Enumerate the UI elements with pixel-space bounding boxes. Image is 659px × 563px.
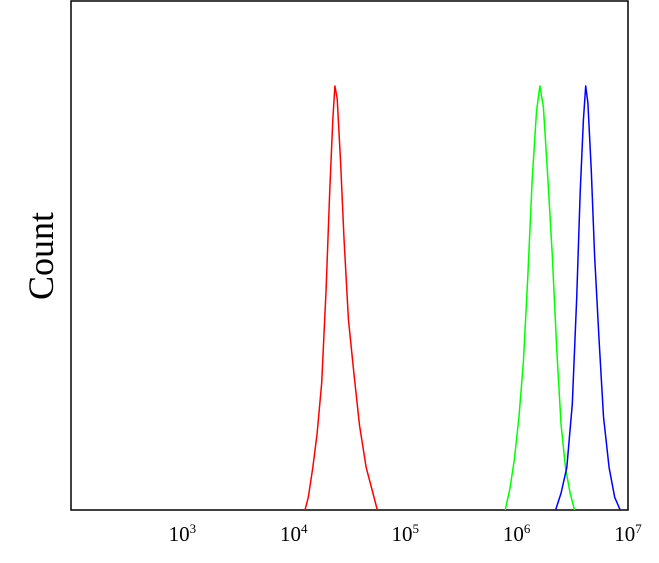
x-tick-label: 103 bbox=[169, 521, 197, 546]
x-tick-layer: 103 104 105 106 107 bbox=[169, 521, 643, 546]
x-tick-base: 10 bbox=[169, 522, 190, 546]
histogram-series-3 bbox=[554, 85, 621, 511]
x-tick-base: 10 bbox=[614, 522, 635, 546]
histogram-series-2 bbox=[504, 85, 576, 511]
series-layer bbox=[304, 85, 621, 511]
x-tick-label: 107 bbox=[614, 521, 642, 546]
x-tick-base: 10 bbox=[280, 522, 301, 546]
x-tick-exponent: 5 bbox=[412, 521, 419, 536]
plot-frame bbox=[70, 0, 629, 511]
x-tick-label: 105 bbox=[391, 521, 419, 546]
y-axis-title: Count bbox=[21, 212, 61, 300]
x-tick-label: 106 bbox=[503, 521, 531, 546]
x-tick-base: 10 bbox=[391, 522, 412, 546]
x-tick-exponent: 6 bbox=[524, 521, 531, 536]
histogram-series-1 bbox=[304, 85, 379, 511]
x-tick-exponent: 4 bbox=[301, 521, 308, 536]
x-tick-exponent: 7 bbox=[635, 521, 642, 536]
x-tick-base: 10 bbox=[503, 522, 524, 546]
x-tick-exponent: 3 bbox=[190, 521, 197, 536]
x-tick-label: 104 bbox=[280, 521, 308, 546]
